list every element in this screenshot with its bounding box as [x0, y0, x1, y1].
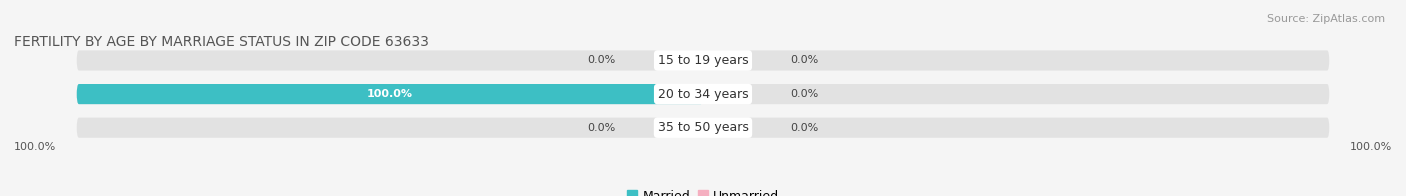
Text: 0.0%: 0.0% [588, 55, 616, 65]
FancyBboxPatch shape [77, 84, 1329, 104]
Text: 100.0%: 100.0% [367, 89, 413, 99]
Legend: Married, Unmarried: Married, Unmarried [623, 185, 783, 196]
Text: 100.0%: 100.0% [1350, 142, 1392, 152]
Text: 100.0%: 100.0% [14, 142, 56, 152]
Text: Source: ZipAtlas.com: Source: ZipAtlas.com [1267, 14, 1385, 24]
Text: 0.0%: 0.0% [790, 89, 818, 99]
Text: 0.0%: 0.0% [790, 123, 818, 133]
Text: 0.0%: 0.0% [790, 55, 818, 65]
Text: 20 to 34 years: 20 to 34 years [658, 88, 748, 101]
FancyBboxPatch shape [77, 118, 1329, 138]
Text: FERTILITY BY AGE BY MARRIAGE STATUS IN ZIP CODE 63633: FERTILITY BY AGE BY MARRIAGE STATUS IN Z… [14, 35, 429, 49]
FancyBboxPatch shape [77, 50, 1329, 71]
Text: 15 to 19 years: 15 to 19 years [658, 54, 748, 67]
Text: 0.0%: 0.0% [588, 123, 616, 133]
Text: 35 to 50 years: 35 to 50 years [658, 121, 748, 134]
FancyBboxPatch shape [77, 84, 703, 104]
